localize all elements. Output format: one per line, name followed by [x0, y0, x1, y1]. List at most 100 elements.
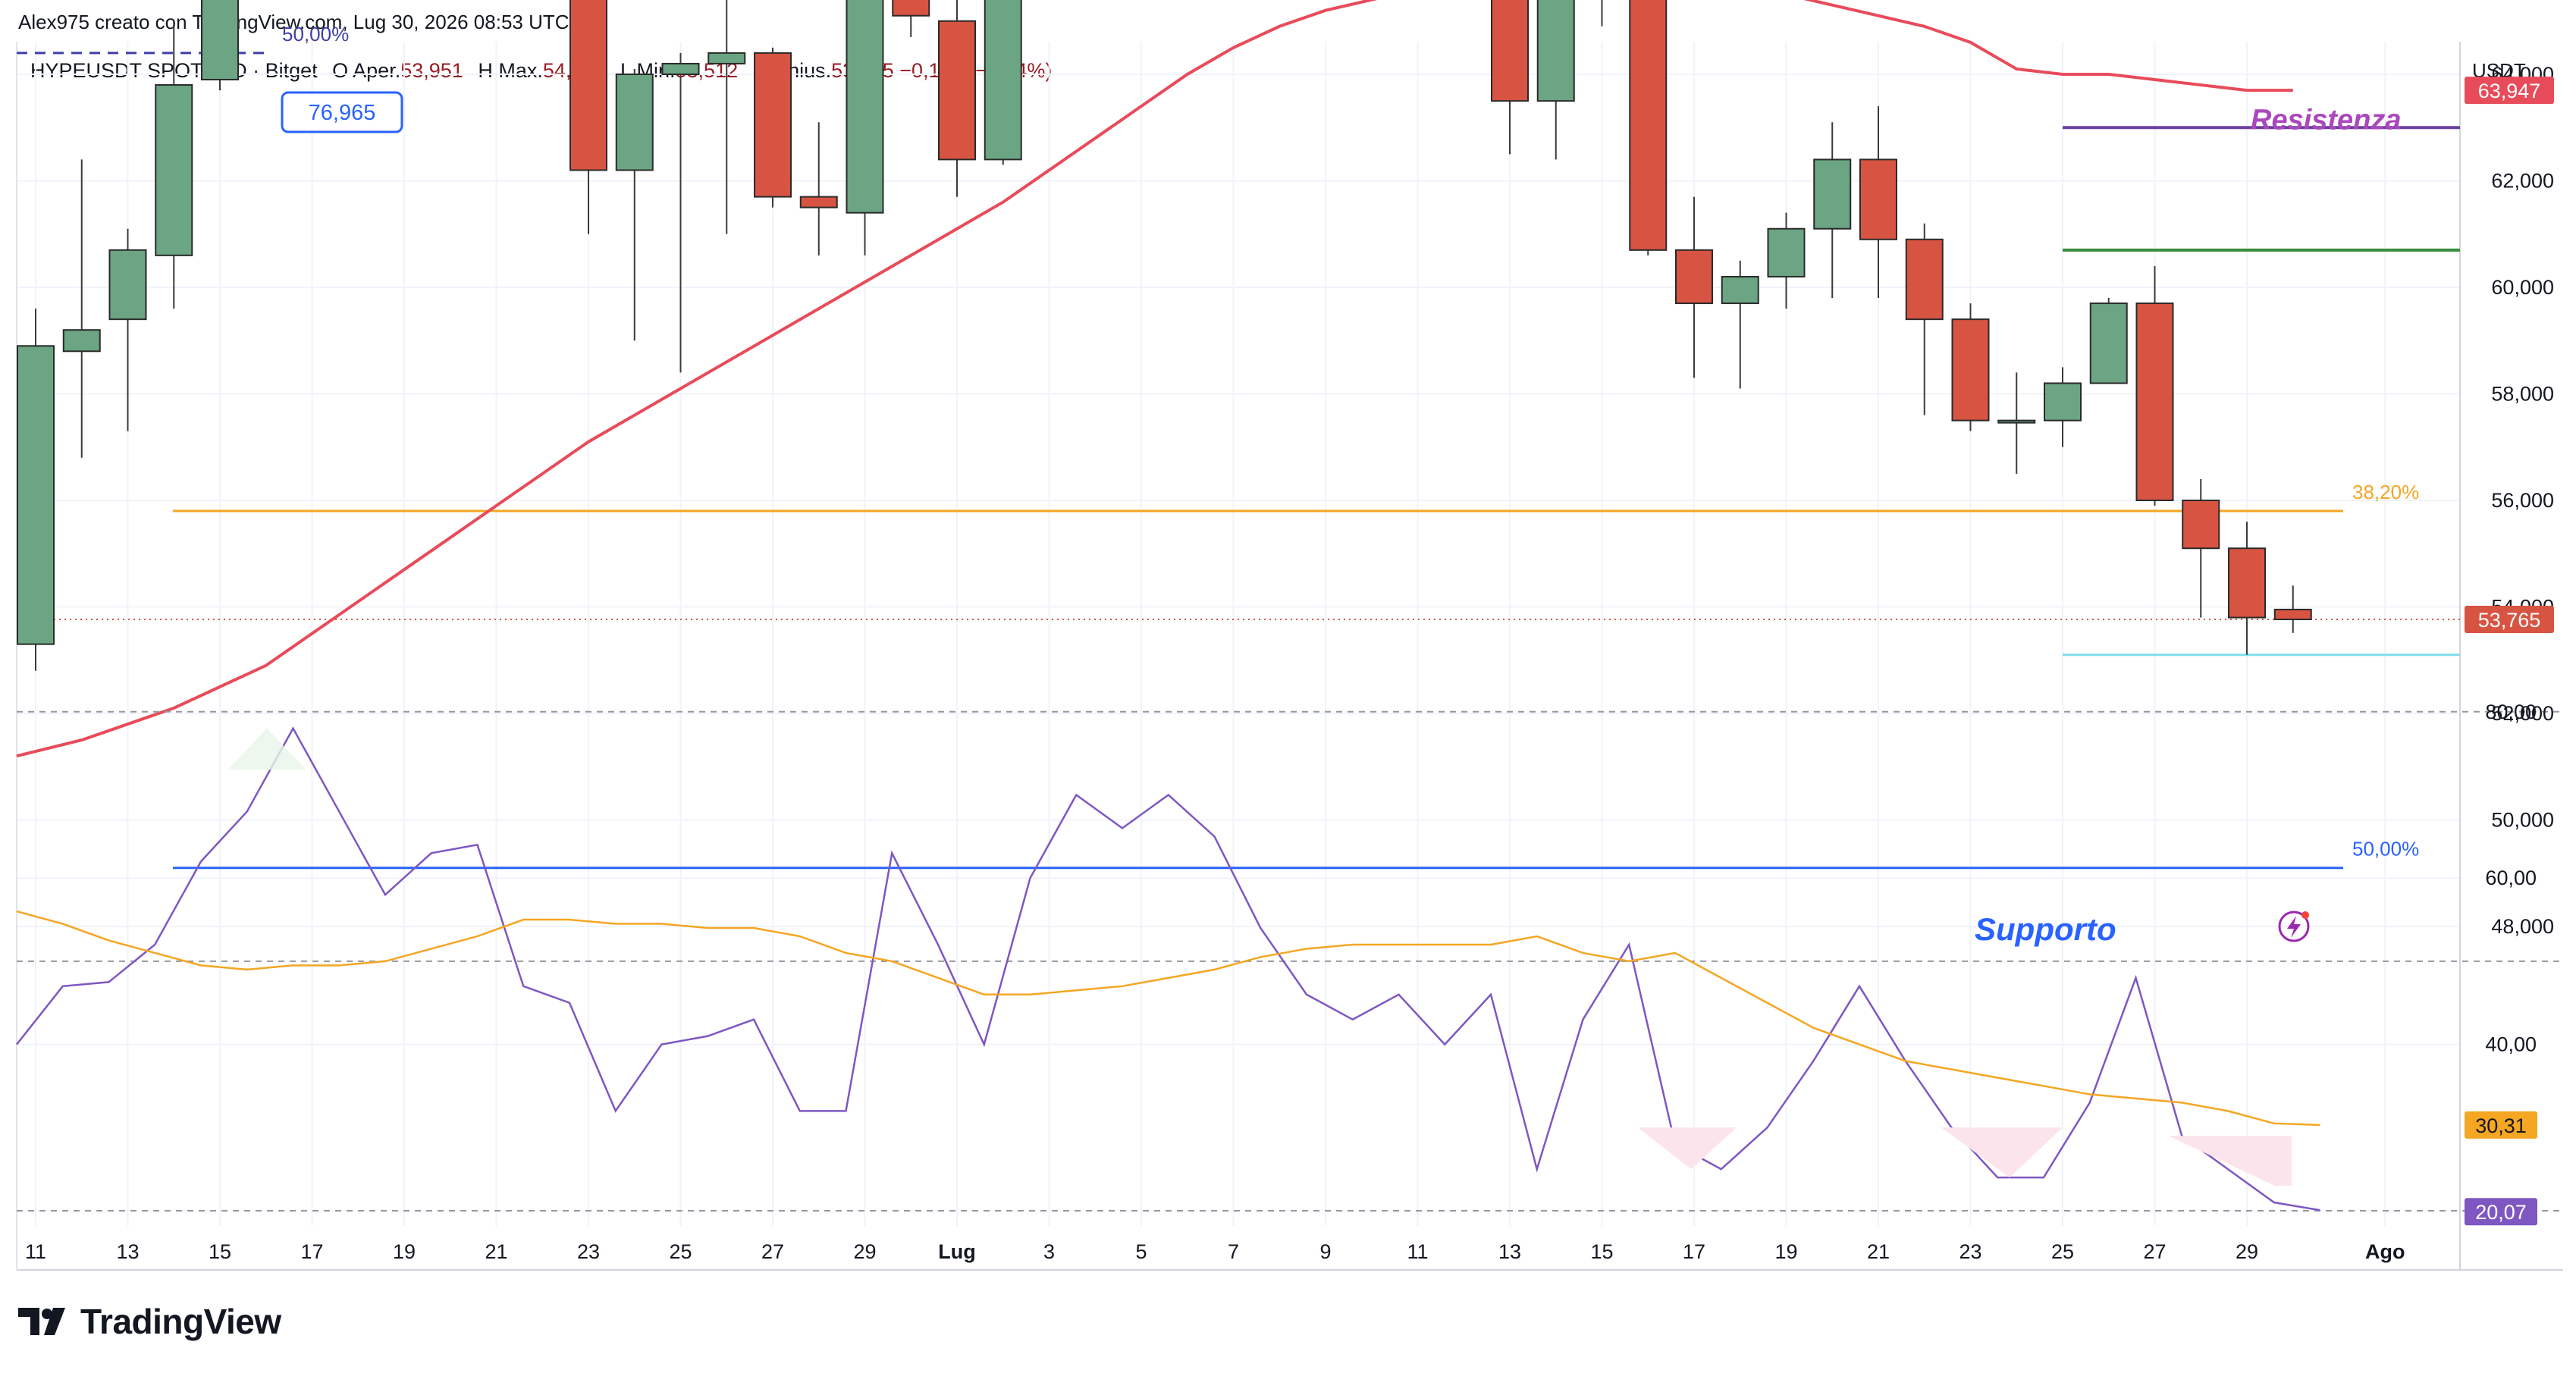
candle: [1675, 196, 1713, 378]
rsi-overbought-fill: [227, 728, 306, 770]
price-tick-label: 50,000: [2491, 809, 2554, 832]
date-tick-label: 29: [2236, 1240, 2258, 1263]
last-price-tag: 53,765: [2465, 606, 2554, 634]
candle: [1721, 260, 1759, 389]
candle-body: [2044, 382, 2082, 422]
rsi-tick-label: 80,00: [2485, 701, 2537, 723]
price-tick-label: 56,000: [2491, 489, 2554, 512]
drawing-levels: 0,00%38,20%50,00%50,00%: [17, 23, 2460, 870]
candle: [846, 0, 884, 255]
lightning-icon-ring: [2278, 911, 2310, 942]
candle-body: [1859, 158, 1897, 240]
lightning-icon-dot: [2301, 911, 2309, 919]
candle: [155, 20, 193, 309]
date-tick-label: 17: [300, 1240, 323, 1263]
candles-layer: [17, 0, 2312, 671]
date-tick-label: Ago: [2365, 1240, 2405, 1263]
candle-body: [569, 0, 607, 171]
candle: [1601, 0, 1603, 27]
candle: [2089, 298, 2128, 384]
rsi-line: [16, 726, 2320, 1212]
candle: [1997, 372, 2036, 474]
support-label: Supporto: [1975, 911, 2116, 947]
candle-body: [661, 62, 700, 75]
time-axis[interactable]: 11 13 15 17 19 21 23 25 27 29 Lug 3 5 7 9 11 13 15 17 19 21 2…: [25, 1240, 2405, 1263]
candle-body: [201, 0, 239, 81]
price-tick-label: 52,000: [2491, 702, 2554, 725]
last-price-tag-text: 53,765: [2478, 609, 2541, 632]
candle: [1629, 0, 1668, 255]
ma-price-tag: 63,947: [2465, 77, 2554, 105]
date-tick-label: 19: [393, 1240, 416, 1263]
candle: [1859, 106, 1897, 299]
open-value: 53,951: [400, 59, 463, 82]
candle-body: [2273, 608, 2312, 621]
candle: [708, 0, 746, 234]
rsi-oversold-fill: [1638, 1127, 1737, 1170]
candle-body: [984, 0, 1022, 161]
date-tick-label: 29: [853, 1240, 876, 1263]
candle: [938, 0, 976, 197]
candle-body: [1721, 275, 1759, 305]
rsi-ma-line: [16, 910, 2320, 1127]
candle-body: [799, 196, 838, 208]
high-callout-box: [281, 91, 403, 133]
candle-body: [1767, 227, 1806, 277]
candle: [1536, 0, 1575, 160]
tradingview-logo[interactable]: TradingView: [18, 1301, 281, 1342]
rsi-layer: [16, 710, 2563, 1212]
candle-body: [708, 52, 746, 64]
moving-average-line: [16, 0, 2293, 758]
date-tick-label: 27: [761, 1240, 784, 1263]
candle-body: [2228, 547, 2266, 619]
rsi-ma-value-tag-text: 30,31: [2475, 1114, 2527, 1137]
rsi-tick-label: 60,00: [2485, 867, 2537, 889]
date-tick-label: 19: [1774, 1240, 1797, 1263]
rsi-value-tag-bg: [2465, 1198, 2537, 1226]
high-callout-text: 76,965: [309, 101, 376, 125]
date-tick-label: 7: [1228, 1240, 1239, 1263]
candle: [892, 0, 930, 37]
rsi-ma-value-tag-bg: [2465, 1111, 2537, 1139]
ma-price-tag-text: 63,947: [2478, 80, 2541, 102]
date-tick-label: 15: [209, 1240, 231, 1263]
tradingview-logo-icon: [18, 1308, 65, 1335]
candle-body: [1629, 0, 1668, 251]
date-tick-label: 3: [1043, 1240, 1055, 1263]
date-tick-label: 21: [1867, 1240, 1890, 1263]
fib-label-382: 38,20%: [2352, 481, 2419, 503]
candle: [661, 52, 700, 373]
fib-label-50: 50,00%: [2352, 838, 2419, 860]
high-label: H: [478, 59, 493, 82]
price-tick-label: 58,000: [2491, 383, 2554, 406]
candle-body: [1536, 0, 1575, 102]
chart-credit: Alex975 creato con TradingView.com, Lug …: [18, 11, 592, 33]
candle: [1767, 212, 1806, 309]
candle: [1905, 223, 1944, 415]
candle: [108, 228, 147, 431]
candle-body: [938, 20, 976, 161]
rsi-value-tag: 20,07: [2465, 1198, 2537, 1226]
price-tick-label: 60,000: [2491, 276, 2554, 299]
candle-body: [155, 84, 193, 256]
open-label: O: [332, 59, 349, 82]
grid-lines: [17, 42, 2460, 1226]
candle: [754, 47, 792, 208]
price-axis[interactable]: 48,00050,00052,00054,00056,00058,00060,0…: [2465, 0, 2554, 1226]
candle-body: [846, 0, 884, 214]
last-price-tag-bg: [2465, 606, 2554, 634]
date-tick-label: Lug: [938, 1240, 975, 1263]
rsi-oversold-fill: [1941, 1127, 2063, 1178]
tradingview-brand: TradingView: [80, 1302, 281, 1341]
resistance-label: Resistenza: [2251, 104, 2402, 136]
candle-body: [1905, 238, 1944, 321]
candle-body: [1997, 419, 2036, 424]
candle: [799, 122, 838, 255]
candle-body: [754, 52, 792, 198]
candle: [2182, 478, 2220, 618]
candle: [2044, 367, 2082, 447]
fib-label-50-old: 50,00%: [282, 23, 349, 45]
rsi-tick-label: 40,00: [2485, 1033, 2537, 1056]
candle-body: [1951, 318, 1990, 422]
